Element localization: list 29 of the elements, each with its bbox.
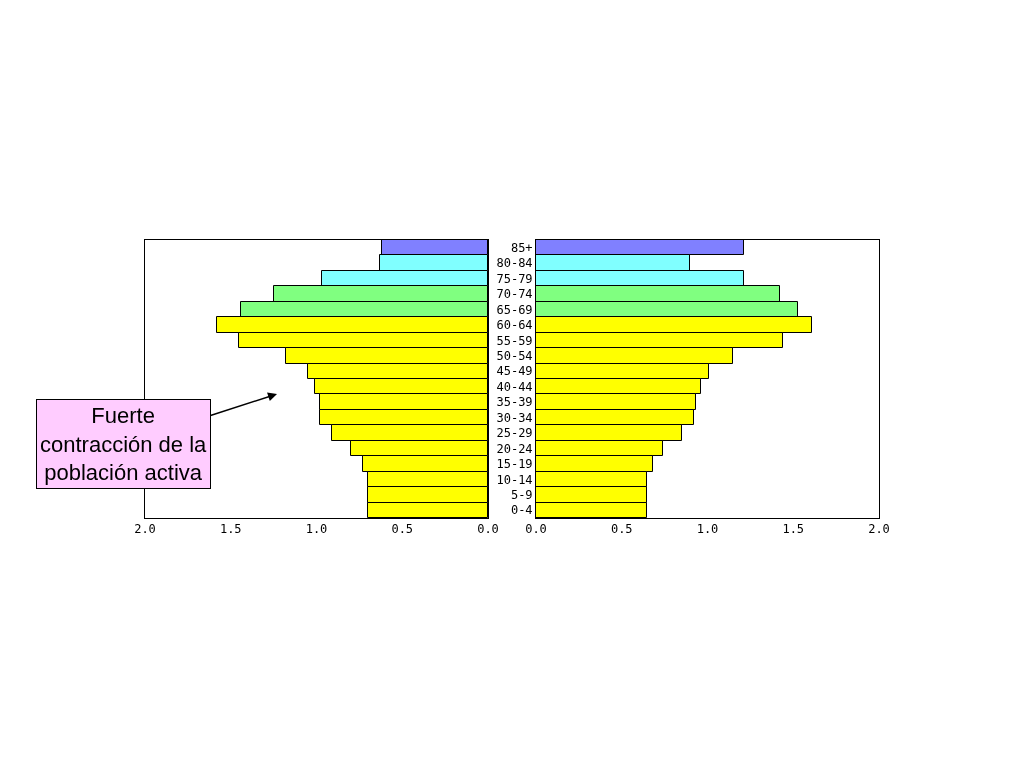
annotation: Fuerte contracción de la población activa — [40, 403, 208, 486]
y-tick-label: 20-24 — [496, 441, 533, 456]
x-tick-label: 0.0 — [477, 522, 499, 537]
y-tick-label: 5-9 — [510, 488, 533, 503]
x-tick-label: 0.5 — [610, 522, 633, 537]
y-tick-label: 80-84 — [496, 256, 533, 271]
y-tick-label: 45-49 — [496, 364, 533, 379]
y-tick-label: 40-44 — [496, 379, 533, 394]
y-tick-label: 30-34 — [496, 410, 533, 425]
x-tick-label: 1.0 — [696, 522, 719, 537]
x-tick-label: 1.5 — [782, 522, 805, 537]
y-tick-label: 15-19 — [496, 457, 533, 472]
y-tick-label: 65-69 — [496, 302, 533, 317]
x-tick-label: 1.0 — [305, 522, 328, 537]
y-tick-label: 60-64 — [496, 318, 533, 333]
y-tick-label: 25-29 — [496, 426, 533, 441]
y-tick-label: 0-4 — [510, 503, 533, 518]
x-tick-label: 2.0 — [134, 522, 156, 537]
y-tick-label: 55-59 — [496, 333, 533, 348]
y-tick-label: 75-79 — [496, 271, 533, 286]
y-tick-label: 35-39 — [496, 395, 533, 410]
y-tick-label: 10-14 — [496, 472, 533, 487]
x-tick-label: 1.5 — [219, 522, 242, 537]
y-tick-label: 70-74 — [496, 287, 533, 302]
x-tick-label: 0.0 — [525, 522, 547, 537]
y-tick-label: 85+ — [510, 240, 533, 255]
y-tick-label: 50-54 — [496, 349, 533, 364]
x-tick-label: 0.5 — [391, 522, 414, 537]
x-tick-label: 2.0 — [868, 522, 890, 537]
